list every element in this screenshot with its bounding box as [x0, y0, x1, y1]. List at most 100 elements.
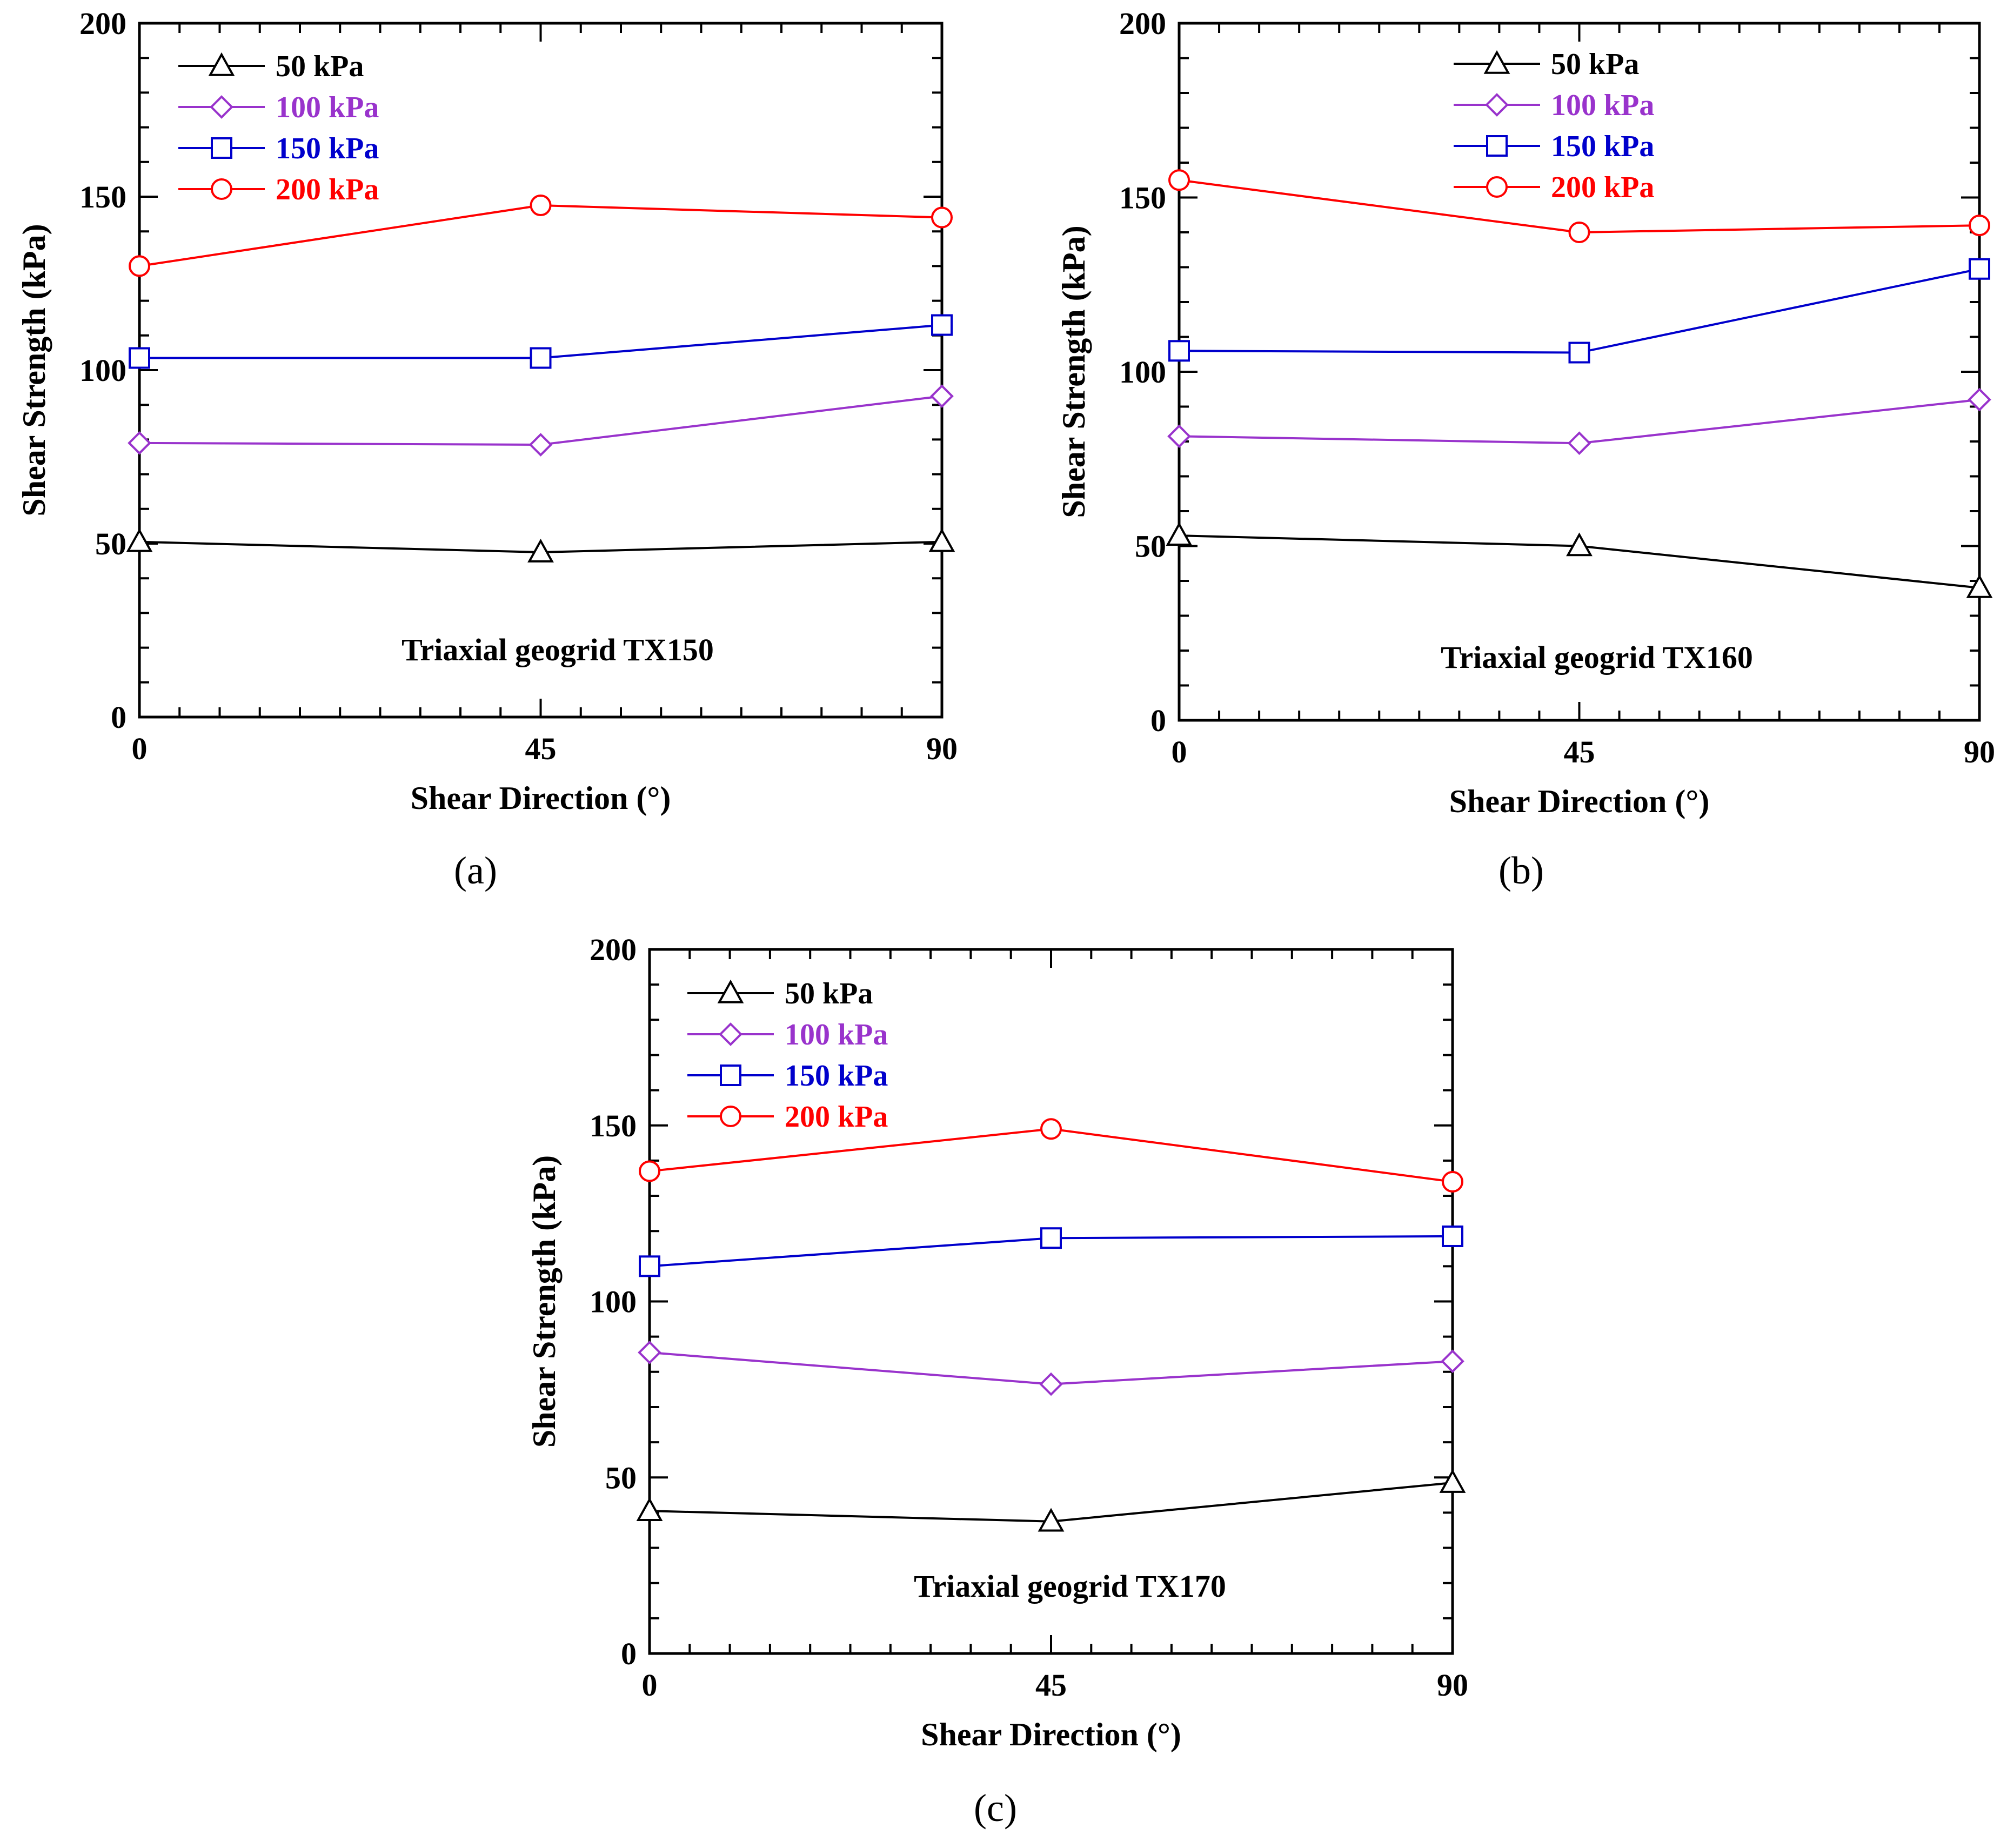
x-tick-label: 90: [1964, 734, 1995, 769]
data-point-triangle: [1966, 574, 1993, 598]
x-tick-label: 0: [1172, 734, 1187, 769]
legend-label: 150 kPa: [1551, 130, 1654, 163]
legend-label: 50 kPa: [785, 977, 873, 1010]
data-point-square: [1568, 342, 1590, 364]
y-tick-label: 50: [95, 526, 126, 561]
y-tick-label: 200: [590, 932, 637, 967]
plot-frame: [138, 22, 944, 719]
x-tick-label: 90: [926, 731, 958, 766]
panel-label: (b): [1498, 849, 1544, 892]
y-axis-title: Shear Strength (kPa): [1056, 225, 1092, 518]
y-tick-label: 50: [1135, 529, 1166, 564]
legend-label: 50 kPa: [276, 50, 364, 83]
legend-marker-diamond: [719, 1022, 742, 1046]
panel-label: (a): [454, 849, 497, 892]
x-tick-label: 90: [1437, 1668, 1468, 1703]
data-point-square: [1442, 1225, 1463, 1247]
chart-annotation: Triaxial geogrid TX170: [914, 1569, 1226, 1604]
y-tick-label: 50: [605, 1460, 637, 1495]
data-point-circle: [1168, 169, 1190, 191]
data-point-diamond: [638, 1341, 661, 1364]
data-point-triangle: [1038, 1508, 1065, 1532]
legend-marker-diamond: [210, 95, 233, 119]
legend-marker-circle: [720, 1106, 741, 1127]
data-point-triangle: [636, 1497, 663, 1521]
legend-label: 200 kPa: [785, 1100, 888, 1134]
legend-marker-triangle: [717, 979, 744, 1003]
y-tick-label: 150: [590, 1108, 637, 1143]
legend-marker-triangle: [208, 52, 235, 76]
data-point-circle: [1442, 1170, 1463, 1193]
x-axis-title: Shear Direction (°): [411, 780, 671, 816]
chart-panel-b: 0 50 100 150 200 0 45 90 Shear Direction (°) Shea…: [1056, 6, 1995, 892]
plot-frame: [648, 948, 1454, 1655]
data-point-circle: [1040, 1118, 1062, 1140]
legend-label: 150 kPa: [276, 132, 379, 165]
x-axis-title: Shear Direction (°): [1449, 784, 1710, 819]
plot-frame: [1178, 22, 1981, 722]
x-tick-label: 45: [1035, 1668, 1067, 1703]
y-tick-label: 100: [590, 1284, 637, 1320]
y-axis-title: Shear Strength (kPa): [526, 1155, 562, 1448]
data-point-triangle: [1439, 1469, 1466, 1493]
x-tick-label: 45: [525, 731, 557, 766]
series-line-square: [1179, 267, 1980, 354]
y-tick-label: 100: [1119, 354, 1166, 390]
legend-label: 200 kPa: [276, 173, 379, 206]
data-point-circle: [530, 195, 552, 217]
chart-annotation: Triaxial geogrid TX150: [402, 632, 714, 667]
data-point-triangle: [1166, 522, 1193, 546]
y-tick-label: 0: [1150, 703, 1166, 738]
legend-marker-circle: [211, 178, 232, 200]
data-point-triangle: [1566, 532, 1593, 557]
x-tick-label: 0: [132, 731, 148, 766]
data-point-diamond: [528, 433, 553, 457]
y-tick-label: 0: [621, 1636, 637, 1671]
legend-marker-triangle: [1483, 50, 1510, 74]
legend-label: 50 kPa: [1551, 48, 1639, 81]
legend-marker-square: [720, 1064, 741, 1086]
y-tick-label: 0: [111, 700, 126, 735]
data-point-diamond: [1567, 431, 1591, 456]
legend-marker-circle: [1486, 176, 1508, 198]
legend-marker-square: [1486, 135, 1508, 157]
data-point-diamond: [1441, 1349, 1464, 1374]
y-tick-label: 150: [1119, 180, 1166, 216]
chart-annotation: Triaxial geogrid TX160: [1441, 640, 1753, 675]
legend-label: 150 kPa: [785, 1059, 888, 1093]
y-tick-label: 200: [79, 6, 126, 41]
data-point-triangle: [126, 528, 153, 552]
data-point-square: [1168, 340, 1190, 362]
data-point-diamond: [930, 384, 954, 408]
data-point-square: [530, 347, 552, 369]
x-tick-label: 45: [1564, 734, 1595, 769]
legend-label: 100 kPa: [785, 1018, 888, 1052]
data-point-square: [1969, 258, 1990, 280]
y-tick-label: 200: [1119, 6, 1166, 41]
data-point-diamond: [1039, 1372, 1063, 1396]
y-axis-title: Shear Strength (kPa): [16, 224, 52, 516]
data-point-circle: [639, 1160, 660, 1182]
legend-label: 100 kPa: [276, 91, 379, 124]
data-point-circle: [931, 206, 953, 229]
data-point-square: [639, 1255, 660, 1277]
data-point-square: [1040, 1227, 1062, 1249]
legend-marker-diamond: [1485, 93, 1509, 117]
data-point-square: [931, 314, 953, 336]
data-point-triangle: [928, 528, 955, 552]
chart-panel-a: 0 50 100 150 200 0 45 90 Shear Direction (°) Shea…: [16, 6, 958, 892]
x-axis-title: Shear Direction (°): [921, 1717, 1181, 1752]
legend-marker-square: [211, 137, 232, 159]
x-tick-label: 0: [642, 1668, 658, 1703]
data-point-diamond: [128, 431, 151, 455]
data-point-diamond: [1968, 387, 1991, 412]
y-tick-label: 150: [79, 179, 126, 215]
data-point-circle: [1568, 222, 1590, 243]
data-point-triangle: [527, 538, 554, 563]
y-tick-label: 100: [79, 353, 126, 388]
data-point-diamond: [1167, 424, 1191, 448]
panel-label: (c): [974, 1786, 1017, 1830]
data-point-square: [129, 347, 150, 369]
chart-panel-c: 0 50 100 150 200 0 45 90 Shear Direction (°) Shea…: [526, 932, 1468, 1830]
